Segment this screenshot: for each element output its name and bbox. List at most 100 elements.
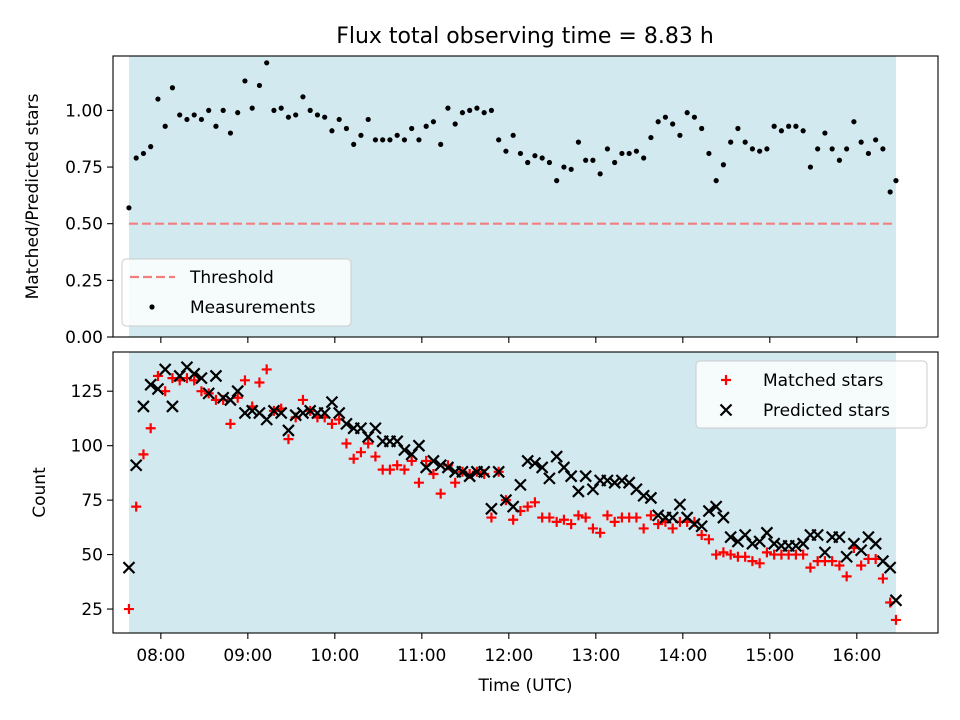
measurement-point: [438, 141, 444, 147]
predicted-star-point: [572, 485, 585, 498]
y-tick-label: 0.25: [65, 271, 103, 291]
predicted-star-point: [535, 461, 549, 474]
measurement-point: [445, 105, 451, 111]
matched-star-point: [428, 468, 439, 479]
predicted-star-point: [296, 406, 310, 420]
predicted-star-point: [195, 371, 208, 385]
measurement-point: [140, 150, 147, 157]
predicted-star-point: [434, 458, 447, 472]
measurement-point: [322, 114, 328, 120]
matched-star-point: [254, 377, 265, 388]
measurement-point: [358, 132, 364, 138]
chart-title: Flux total observing time = 8.83 h: [336, 24, 714, 49]
matched-star-point: [580, 512, 591, 523]
measurement-point: [887, 189, 893, 195]
legend: Matched stars Predicted stars: [695, 360, 928, 429]
predicted-star-point: [412, 439, 426, 452]
measurement-point: [597, 171, 603, 177]
predicted-star-point: [166, 400, 179, 413]
matched-star-point: [602, 510, 613, 521]
matched-star-point: [399, 464, 410, 475]
matched-star-point: [152, 370, 163, 381]
matched-star-point: [384, 464, 395, 475]
legend-predicted-swatch: [719, 403, 733, 417]
matched-star-point: [167, 373, 178, 384]
measurement-point: [561, 164, 567, 170]
measurement-point: [829, 146, 835, 152]
measurement-point: [728, 139, 734, 145]
matched-star-point: [529, 497, 540, 508]
measurement-point: [133, 155, 139, 161]
measurement-point: [126, 205, 132, 211]
measurement-point: [699, 125, 705, 132]
measurement-point: [764, 146, 770, 152]
measurement-point: [568, 166, 574, 172]
matched-star-point: [131, 501, 142, 512]
predicted-star-point: [463, 469, 476, 483]
matched-star-point: [667, 523, 678, 534]
matched-star-point: [283, 434, 294, 445]
measurement-point: [510, 132, 516, 138]
measurement-point: [575, 139, 582, 145]
measurement-point: [336, 116, 342, 123]
measurement-point: [169, 85, 176, 91]
measurement-point: [264, 60, 270, 66]
matched-star-point: [718, 547, 729, 558]
measurement-point: [807, 164, 814, 170]
measurement-point: [742, 139, 748, 145]
x-tick-label: 16:00: [832, 646, 881, 666]
y-tick-label: 50: [81, 546, 103, 566]
x-tick-label: 09:00: [223, 646, 272, 666]
measurement-point: [278, 105, 284, 111]
matched-star-point: [232, 392, 243, 403]
predicted-star-point: [818, 546, 832, 559]
predicted-star-point: [477, 465, 491, 479]
predicted-star-point: [760, 526, 774, 540]
matched-star-point: [841, 571, 852, 582]
measurement-point: [372, 137, 379, 143]
measurement-point: [684, 110, 690, 116]
matched-star-point: [870, 553, 881, 564]
predicted-star-point: [202, 387, 215, 400]
matched-star-point: [696, 529, 707, 540]
measurement-point: [423, 123, 429, 129]
measurement-point: [880, 146, 886, 152]
measurement-point: [285, 114, 292, 120]
matched-star-point: [761, 547, 772, 558]
predicted-star-point: [137, 400, 150, 413]
measurement-point: [256, 82, 263, 89]
plot-area: [126, 60, 899, 225]
predicted-star-point: [767, 537, 781, 550]
measurement-point: [380, 137, 386, 143]
predicted-star-point: [506, 500, 520, 513]
predicted-star-point: [318, 406, 331, 420]
predicted-star-point: [666, 511, 679, 524]
measurement-point: [626, 150, 632, 157]
measurement-point: [757, 148, 763, 154]
measurement-point: [351, 141, 357, 147]
matched-star-point: [609, 516, 620, 527]
legend-matched-label: Matched stars: [763, 371, 883, 391]
matched-star-point: [486, 512, 497, 523]
matched-star-point: [138, 449, 149, 460]
predicted-star-point: [129, 458, 143, 472]
legend-box: [121, 258, 352, 327]
measurement-point: [873, 137, 879, 143]
predicted-star-point: [811, 528, 824, 542]
axes-frame: [112, 55, 939, 338]
plot-area: [122, 360, 903, 625]
predicted-star-point: [651, 509, 665, 522]
measurement-point: [365, 116, 371, 123]
predicted-star-point: [514, 478, 527, 492]
predicted-star-point: [702, 504, 716, 518]
predicted-star-point: [325, 395, 339, 409]
measurement-point: [670, 121, 676, 127]
predicted-star-point: [456, 465, 469, 479]
measurement-point: [409, 125, 415, 132]
predicted-star-point: [717, 511, 730, 524]
predicted-star-point: [209, 369, 223, 383]
predicted-star-point: [601, 474, 614, 487]
predicted-star-point: [187, 367, 201, 381]
predicted-star-point: [216, 391, 230, 405]
